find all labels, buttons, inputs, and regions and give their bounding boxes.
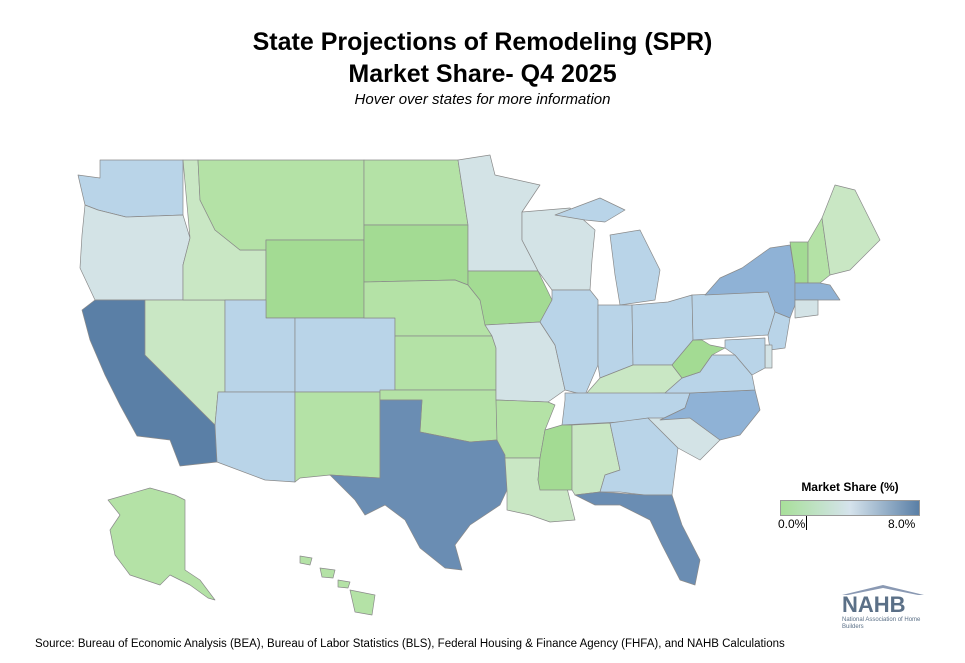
source-note: Source: Bureau of Economic Analysis (BEA… bbox=[35, 638, 785, 650]
state-HI[interactable] bbox=[299, 555, 376, 616]
state-CO[interactable] bbox=[294, 317, 396, 393]
logo-subtext: National Association of Home Builders bbox=[842, 617, 921, 630]
page-subtitle: Hover over states for more information bbox=[354, 91, 611, 108]
state-FL[interactable] bbox=[574, 491, 701, 586]
legend-title: Market Share (%) bbox=[801, 480, 899, 494]
legend-min-label: 0.0% bbox=[778, 517, 806, 531]
state-NH[interactable] bbox=[807, 217, 831, 284]
state-DE[interactable] bbox=[764, 344, 773, 369]
state-NJ[interactable] bbox=[767, 311, 791, 351]
state-OR[interactable] bbox=[79, 204, 191, 301]
state-MS[interactable] bbox=[537, 424, 573, 491]
state-PA[interactable] bbox=[691, 291, 776, 341]
state-SD[interactable] bbox=[363, 224, 469, 286]
state-ND[interactable] bbox=[363, 159, 469, 226]
legend-color-bar bbox=[780, 500, 920, 516]
state-MD[interactable] bbox=[724, 337, 766, 376]
page-title-line1: State Projections of Remodeling (SPR) bbox=[252, 28, 713, 56]
state-ME[interactable] bbox=[821, 184, 881, 276]
state-KS[interactable] bbox=[394, 335, 497, 391]
state-MT[interactable] bbox=[197, 159, 365, 251]
state-WY[interactable] bbox=[265, 239, 365, 319]
page-title-line2: Market Share- Q4 2025 bbox=[348, 60, 617, 88]
state-MA[interactable] bbox=[794, 282, 841, 301]
state-AK[interactable] bbox=[107, 487, 216, 601]
nahb-logo: NAHB National Association of Home Builde… bbox=[838, 584, 928, 634]
logo-text: NAHB bbox=[842, 592, 906, 617]
state-IL[interactable] bbox=[539, 289, 599, 396]
legend-marker bbox=[806, 516, 807, 530]
state-MI[interactable] bbox=[554, 197, 661, 306]
state-TX[interactable] bbox=[329, 399, 508, 571]
state-NC[interactable] bbox=[659, 389, 761, 441]
legend-max-label: 8.0% bbox=[888, 517, 916, 531]
state-AZ[interactable] bbox=[214, 391, 296, 483]
house-roof-icon bbox=[842, 585, 924, 595]
state-NM[interactable] bbox=[294, 391, 381, 483]
state-CT[interactable] bbox=[794, 299, 819, 319]
